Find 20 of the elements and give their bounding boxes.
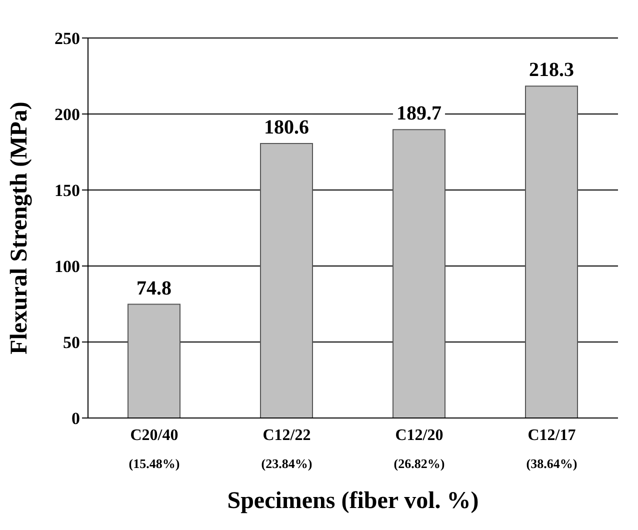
bar [525,86,578,418]
y-tick-label: 50 [63,333,80,352]
bar [392,129,446,418]
y-tick-label: 250 [54,29,80,48]
y-axis-title: Flexural Strength (MPa) [6,102,33,354]
data-label: 74.8 [136,277,172,300]
x-tick-label: C12/22 (23.84%) [261,427,312,471]
x-tick-label: C12/17 (38.64%) [526,427,578,471]
y-tick-label: 0 [72,409,80,428]
bar [128,304,180,418]
data-label: 218.3 [529,59,574,82]
data-label: 189.7 [396,102,442,125]
x-axis-title: Specimens (fiber vol. %) [227,488,479,514]
bar [260,142,313,418]
y-tick-label: 200 [54,105,80,124]
x-tick-label: C12/20 (26.82%) [394,427,445,471]
x-tick-label: C20/40 (15.48%) [128,427,180,471]
data-label: 180.6 [264,116,309,138]
y-tick-label: 100 [54,257,80,276]
y-tick-label: 150 [54,181,80,200]
